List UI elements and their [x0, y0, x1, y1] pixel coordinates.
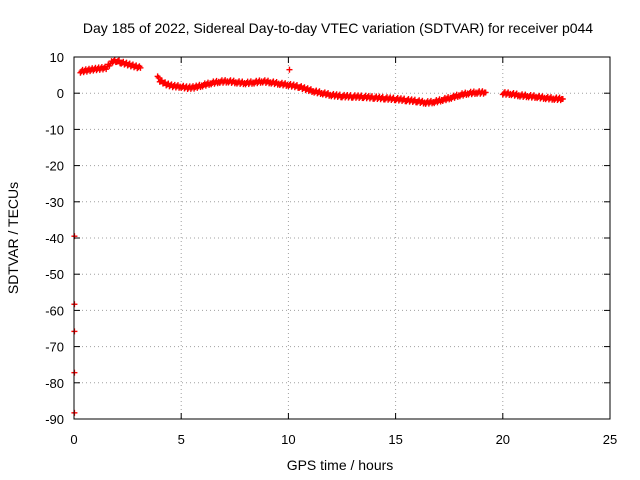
y-tick-label: -90	[45, 412, 64, 427]
y-tick-label: -20	[45, 159, 64, 174]
data-point	[482, 89, 489, 96]
y-tick-label: 0	[57, 86, 64, 101]
y-tick-label: -40	[45, 231, 64, 246]
y-tick-label: -30	[45, 195, 64, 210]
y-tick-label: -60	[45, 303, 64, 318]
data-series-sdtvar	[71, 56, 566, 416]
y-tick-label: -70	[45, 340, 64, 355]
data-point	[286, 66, 293, 73]
x-tick-label: 0	[70, 432, 77, 447]
x-tick-label: 20	[496, 432, 510, 447]
data-point	[116, 57, 123, 64]
data-point	[155, 74, 162, 81]
y-tick-label: -10	[45, 122, 64, 137]
y-axis-label: SDTVAR / TECUs	[5, 182, 21, 294]
x-tick-label: 15	[388, 432, 402, 447]
x-tick-label: 25	[603, 432, 617, 447]
y-tick-label: -80	[45, 376, 64, 391]
axis-ticks	[73, 56, 611, 420]
grid-lines	[74, 57, 610, 419]
data-point	[559, 95, 566, 102]
y-axis-tick-labels: 10 0 -10 -20 -30 -40 -50 -60 -70 -80 -90	[45, 50, 64, 427]
data-point	[137, 64, 144, 71]
y-tick-label: 10	[50, 50, 64, 65]
x-tick-label: 10	[281, 432, 295, 447]
y-tick-label: -50	[45, 267, 64, 282]
x-axis-tick-labels: 0 5 10 15 20 25	[70, 432, 617, 447]
x-tick-label: 5	[178, 432, 185, 447]
x-axis-label: GPS time / hours	[287, 457, 394, 473]
chart-title: Day 185 of 2022, Sidereal Day-to-day VTE…	[83, 20, 593, 36]
